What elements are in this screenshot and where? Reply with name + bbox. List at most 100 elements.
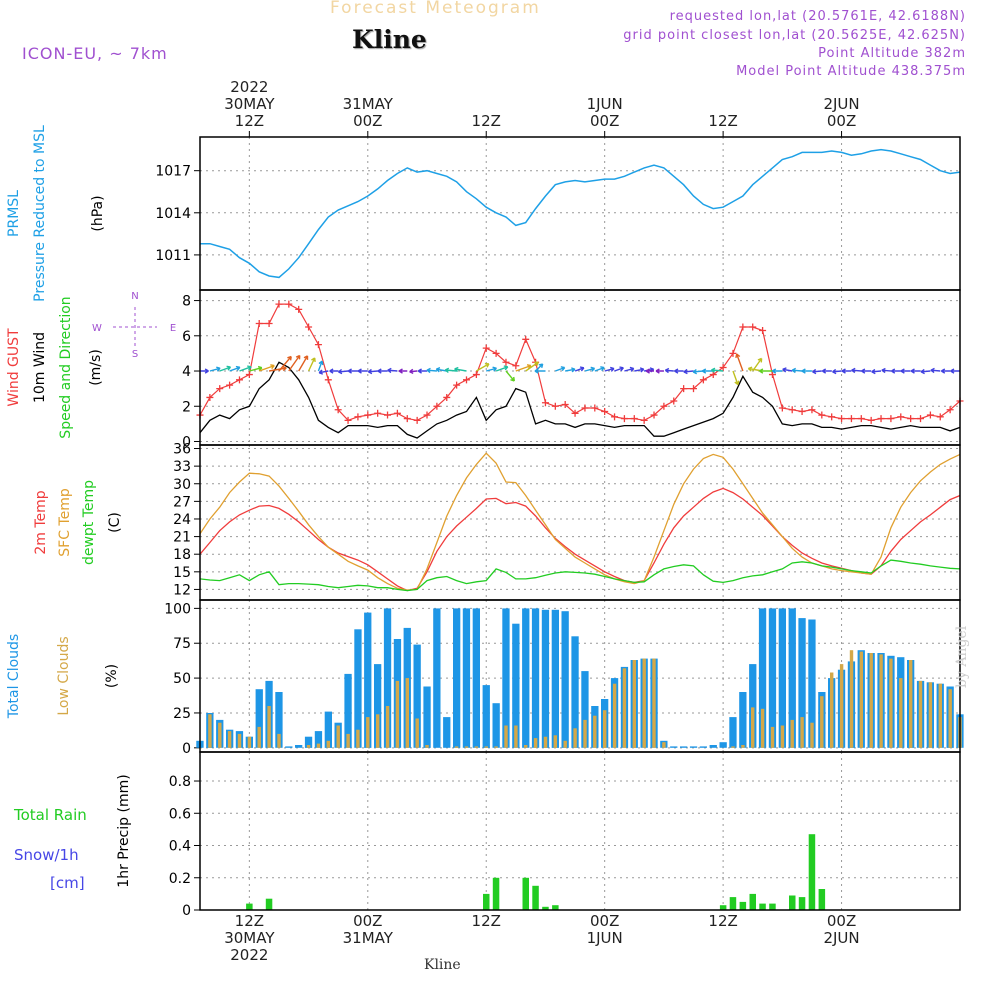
wind-direction-arrow (337, 368, 349, 375)
panel-0: 1011 1014 1017 PRMSL Pressure Reduced to MSL… (6, 125, 961, 302)
wind-direction-arrow (634, 367, 645, 373)
time-label-bottom: 00Z (353, 912, 382, 930)
low-cloud-bar (356, 729, 360, 748)
y-tick-label: 4 (182, 364, 191, 380)
low-cloud-bar (376, 714, 380, 748)
low-cloud-bar (731, 746, 735, 748)
low-cloud-bar (247, 736, 252, 748)
compass-south: S (132, 349, 138, 360)
low-cloud-bar (563, 740, 567, 748)
gust-marker (265, 319, 273, 327)
low-cloud-bar (553, 735, 557, 748)
gust-marker (334, 406, 342, 414)
gust-marker (917, 415, 925, 423)
wind-direction-arrow (920, 368, 931, 375)
panel-frame (199, 136, 961, 291)
compass-east: E (170, 323, 176, 334)
gust-marker (759, 327, 767, 335)
gust-marker (591, 404, 599, 412)
low-cloud-bar (277, 733, 281, 748)
low-cloud-bar (652, 658, 656, 748)
pressure-line (200, 148, 961, 279)
wind-direction-arrow (417, 368, 427, 374)
y-tick-label: 0.4 (169, 839, 191, 855)
rain-bar (719, 905, 727, 910)
y-tick-label: 100 (164, 601, 191, 617)
wind-direction-arrow (759, 368, 773, 374)
wind-direction-arrow (288, 354, 301, 372)
wind-direction-arrow (278, 355, 292, 372)
gust-marker (907, 415, 915, 423)
wind-direction-arrow (377, 368, 388, 374)
time-label-top: 12Z (235, 112, 264, 130)
gust-marker (502, 358, 510, 366)
low-cloud-bar (810, 722, 814, 748)
rain-bar (769, 903, 776, 910)
gust-marker (847, 415, 855, 423)
low-cloud-bar (612, 683, 617, 748)
wind-direction-arrow (329, 368, 339, 374)
total-cloud-bar (551, 609, 559, 748)
rain-bar (542, 906, 549, 910)
gust-marker (630, 415, 638, 423)
total-cloud-bar (472, 608, 480, 748)
axis-label: Pressure Reduced to MSL (32, 125, 48, 302)
axis-label: 1hr Precip (mm) (116, 774, 132, 887)
low-cloud-bar (583, 719, 587, 748)
total-cloud-bar (304, 736, 313, 748)
wind-direction-arrow (555, 366, 566, 372)
wind-direction-arrow (851, 367, 862, 374)
low-cloud-bar (474, 746, 479, 748)
total-cloud-bar (531, 608, 540, 748)
time-label-bottom: 2JUN (823, 929, 859, 947)
rain-bar (759, 903, 766, 910)
low-cloud-bar (770, 726, 775, 748)
low-cloud-bar (267, 706, 271, 748)
rain-bar (739, 901, 747, 910)
axis-label: PRMSL (6, 190, 22, 237)
total-cloud-bar (699, 746, 707, 748)
gust-marker (324, 376, 332, 384)
gust-marker (857, 415, 865, 423)
axis-label: Wind GUST (6, 328, 22, 407)
total-cloud-bar (758, 608, 767, 748)
total-cloud-bar (433, 608, 441, 748)
low-cloud-bar (346, 733, 350, 748)
gust-marker (512, 362, 520, 370)
rain-bar (265, 898, 273, 910)
low-cloud-bar (524, 745, 528, 748)
gust-marker (384, 411, 392, 419)
axis-label: (m/s) (88, 349, 104, 386)
gust-marker (374, 409, 382, 417)
wind-direction-arrow (900, 368, 911, 374)
low-cloud-bar (603, 710, 607, 748)
y-tick-label: 6 (182, 329, 191, 345)
y-tick-label: 30 (173, 477, 191, 493)
gust-marker (729, 349, 737, 357)
time-label-bottom: 12Z (708, 912, 737, 930)
y-tick-label: 50 (173, 671, 191, 687)
total-cloud-bar (374, 664, 382, 748)
y-tick-label: 15 (173, 565, 191, 581)
wind-direction-arrow (584, 366, 596, 372)
low-cloud-bar (425, 745, 429, 748)
gridpoint-coords: grid point closest lon,lat (20.5625E, 42… (623, 28, 966, 43)
low-cloud-bar (227, 731, 232, 748)
low-cloud-bar (938, 683, 942, 748)
y-tick-label: 1014 (155, 206, 191, 222)
gust-marker (719, 364, 727, 371)
total-cloud-bar (788, 608, 796, 748)
wind-direction-arrow (594, 366, 605, 372)
low-cloud-bar (830, 672, 834, 748)
low-cloud-bar (306, 745, 311, 748)
low-cloud-bar (642, 658, 646, 748)
y-tick-label: 33 (173, 459, 191, 475)
wind-direction-arrow (692, 369, 704, 375)
y-tick-label: 0 (182, 903, 191, 919)
low-cloud-bar (543, 736, 548, 748)
time-label-top: 2022 (230, 78, 268, 96)
low-cloud-bar (820, 696, 824, 748)
wind-direction-arrow (821, 368, 832, 374)
y-tick-label: 2 (182, 399, 191, 415)
wind-direction-arrow (347, 368, 358, 374)
